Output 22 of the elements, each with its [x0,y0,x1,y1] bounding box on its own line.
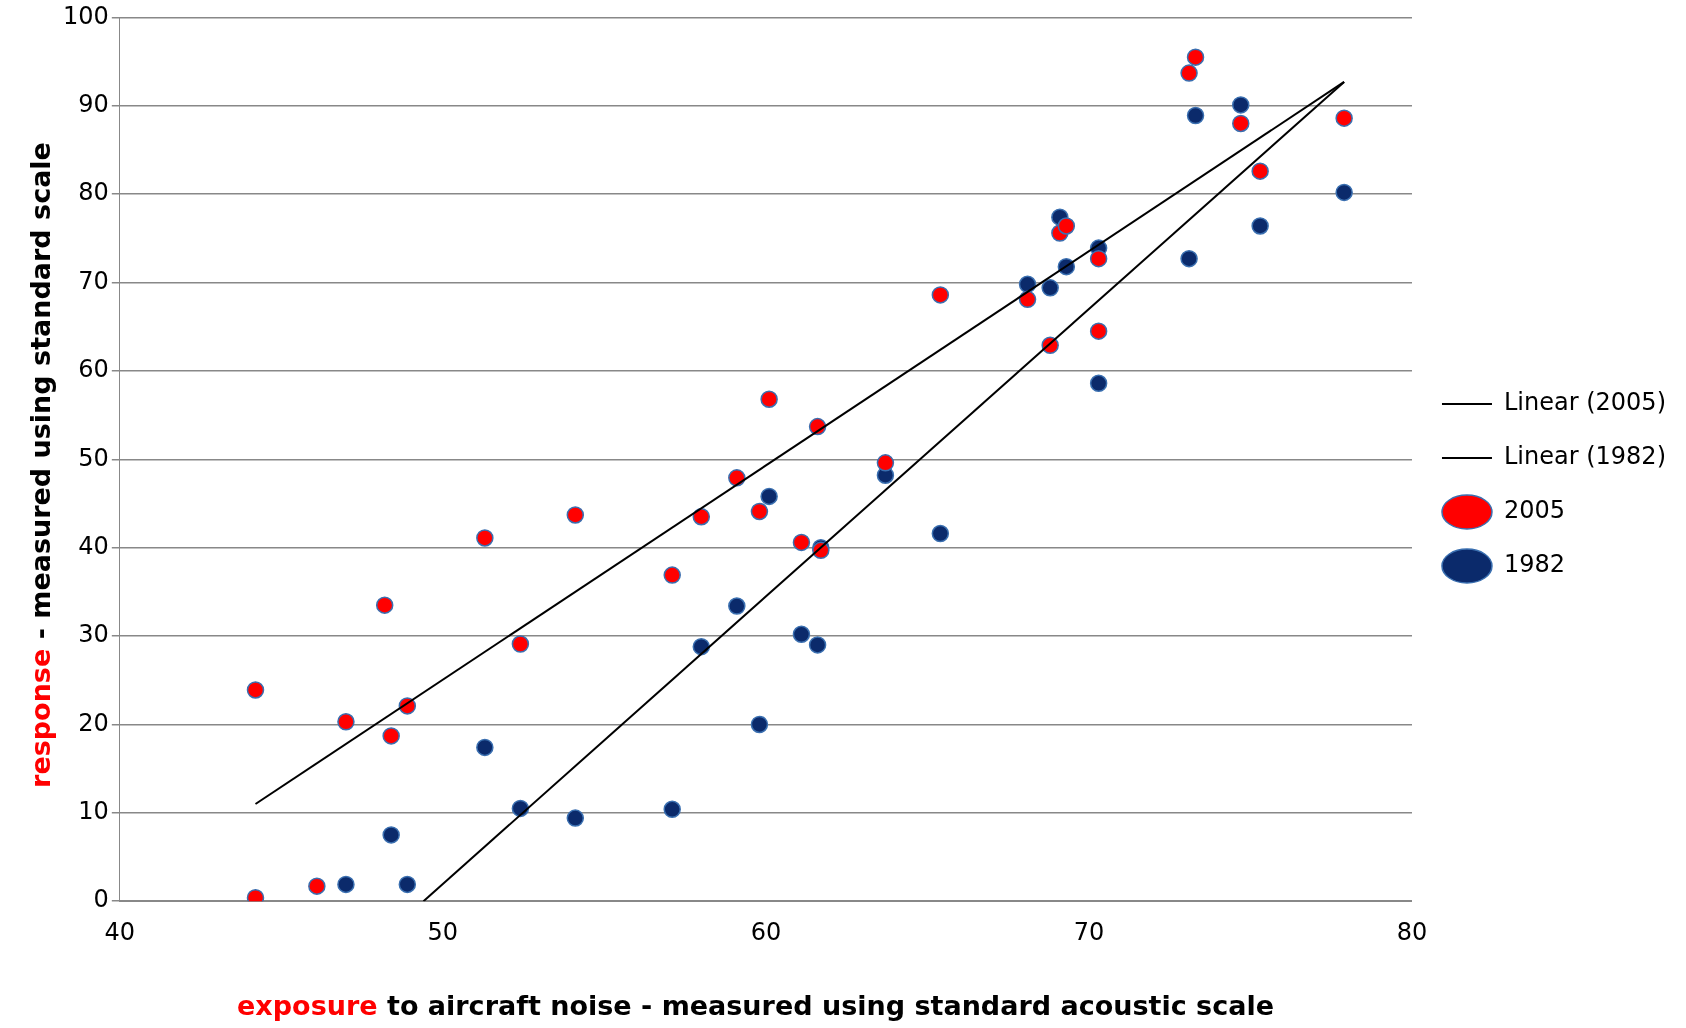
y-tick-label: 90 [78,90,109,119]
x-axis-title: exposure to aircraft noise - measured using standard acoustic scale [236,990,1275,1021]
x-tick-label: 60 [750,917,782,946]
x-tick-label: 50 [427,917,459,946]
legend-label: Linear (2005) [1503,388,1667,417]
legend-label: 1982 [1503,550,1566,579]
x-tick-label: 80 [1396,917,1428,946]
y-axis-title: response - measured using standard scale [24,142,56,788]
y-tick-label: 0 [93,885,109,914]
y-tick-label: 40 [78,531,109,560]
x-tick-label: 40 [104,917,136,946]
y-tick-label: 50 [78,443,109,472]
legend-label: Linear (1982) [1503,442,1667,471]
y-tick-label: 60 [78,355,109,384]
x-tick-label: 70 [1073,917,1105,946]
legend-label: 2005 [1503,496,1566,525]
y-tick-label: 20 [78,708,109,737]
y-tick-label: 70 [78,266,109,295]
y-tick-label: 80 [78,178,109,207]
y-tick-label: 30 [78,620,109,649]
y-tick-label: 10 [78,797,109,826]
y-tick-label: 100 [63,1,109,30]
